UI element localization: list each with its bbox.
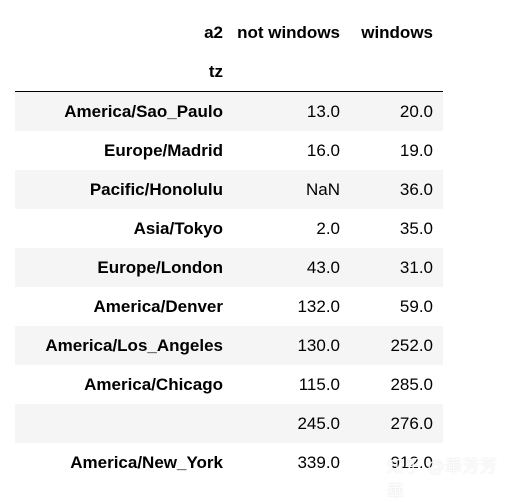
table-row: America/Denver 132.0 59.0: [15, 287, 443, 326]
table-row: Pacific/Honolulu NaN 36.0: [15, 170, 443, 209]
windows-cell: 31.0: [399, 257, 433, 277]
table-row: America/Sao_Paulo 13.0 20.0: [15, 92, 443, 131]
windows-cell: 285.0: [390, 374, 433, 394]
column-header-windows: windows: [361, 22, 433, 42]
row-index-label: America/Los_Angeles: [45, 335, 223, 355]
not-windows-cell: 115.0: [298, 374, 340, 394]
not-windows-cell: 245.0: [297, 413, 340, 433]
row-index-label: America/Chicago: [84, 374, 223, 394]
row-index-label: Europe/Madrid: [103, 140, 223, 160]
table-row: Europe/London 43.0 31.0: [15, 248, 443, 287]
row-index-label: Europe/London: [97, 257, 223, 277]
table-row: America/Los_Angeles 130.0 252.0: [15, 326, 443, 365]
windows-cell: 252.0: [390, 335, 433, 355]
row-index-label: America/Sao_Paulo: [64, 101, 223, 121]
not-windows-cell: 339.0: [297, 452, 340, 472]
not-windows-cell: 132.0: [297, 296, 340, 316]
row-index-label: America/Denver: [93, 296, 223, 316]
index-name-label: tz: [208, 61, 223, 81]
watermark-text: 知乎 @華芳芳華: [387, 457, 498, 501]
not-windows-cell: 13.0: [306, 101, 340, 121]
not-windows-cell: 43.0: [306, 257, 340, 277]
table-row: Asia/Tokyo 2.0 35.0: [15, 209, 443, 248]
windows-cell: 912.0: [390, 452, 433, 472]
table-row: America/New_York 339.0 912.0: [15, 443, 443, 482]
not-windows-cell: 16.0: [306, 140, 340, 160]
windows-cell: 36.0: [399, 179, 433, 199]
windows-cell: 59.0: [399, 296, 433, 316]
column-header-row: a2 not windows windows: [15, 13, 443, 52]
not-windows-cell: 130.0: [297, 335, 340, 355]
index-header-row: tz: [15, 52, 443, 92]
not-windows-cell: 2.0: [316, 218, 340, 238]
row-index-label: America/New_York: [70, 452, 223, 472]
windows-cell: 19.0: [399, 140, 433, 160]
table-row: America/Chicago 115.0 285.0: [15, 365, 443, 404]
table-row: 245.0 276.0: [15, 404, 443, 443]
dataframe-table: a2 not windows windows tz America/Sao_Pa…: [15, 13, 443, 482]
table-row: Europe/Madrid 16.0 19.0: [15, 131, 443, 170]
column-header-not-windows: not windows: [237, 22, 340, 42]
row-index-label: Pacific/Honolulu: [89, 179, 223, 199]
not-windows-cell: NaN: [305, 179, 340, 199]
windows-cell: 35.0: [399, 218, 433, 238]
windows-cell: 20.0: [399, 101, 433, 121]
windows-cell: 276.0: [390, 413, 433, 433]
columns-name-label: a2: [204, 22, 223, 42]
row-index-label: Asia/Tokyo: [133, 218, 223, 238]
